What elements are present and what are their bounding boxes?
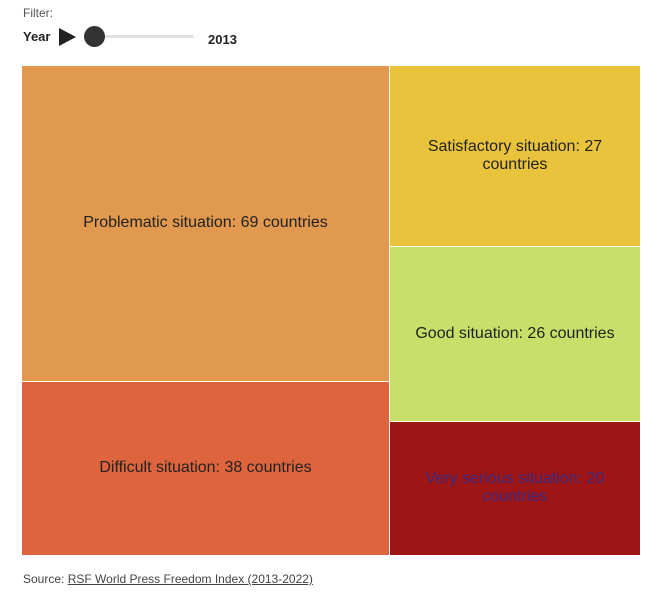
treemap-cell-satisfactory-situation[interactable]: Satisfactory situation: 27 countries (389, 66, 641, 248)
year-label: Year (23, 29, 51, 44)
filter-label: Filter: (23, 6, 53, 20)
source-note: Source: RSF World Press Freedom Index (2… (23, 572, 313, 586)
treemap-label-difficult-situation: Difficult situation: 38 countries (99, 459, 312, 477)
treemap-cell-problematic-situation[interactable]: Problematic situation: 69 countries (22, 66, 390, 382)
treemap-label-very-serious-situation: Very serious situation: 20 countries (425, 470, 605, 506)
source-prefix: Source: (23, 572, 68, 586)
play-button[interactable] (56, 26, 78, 48)
treemap-chart: Problematic situation: 69 countries Diffi… (22, 66, 641, 556)
treemap-cell-very-serious-situation[interactable]: Very serious situation: 20 countries (389, 421, 641, 556)
year-value: 2013 (208, 32, 237, 47)
treemap-label-satisfactory-situation: Satisfactory situation: 27 countries (427, 138, 603, 174)
source-link[interactable]: RSF World Press Freedom Index (2013-2022… (67, 572, 313, 586)
play-icon (59, 28, 76, 46)
treemap-cell-good-situation[interactable]: Good situation: 26 countries (389, 247, 641, 422)
treemap-label-problematic-situation: Problematic situation: 69 countries (83, 214, 328, 232)
year-slider-handle[interactable] (84, 26, 105, 47)
treemap-cell-difficult-situation[interactable]: Difficult situation: 38 countries (22, 381, 390, 556)
treemap-label-good-situation: Good situation: 26 countries (415, 324, 615, 342)
year-slider[interactable] (84, 26, 194, 47)
